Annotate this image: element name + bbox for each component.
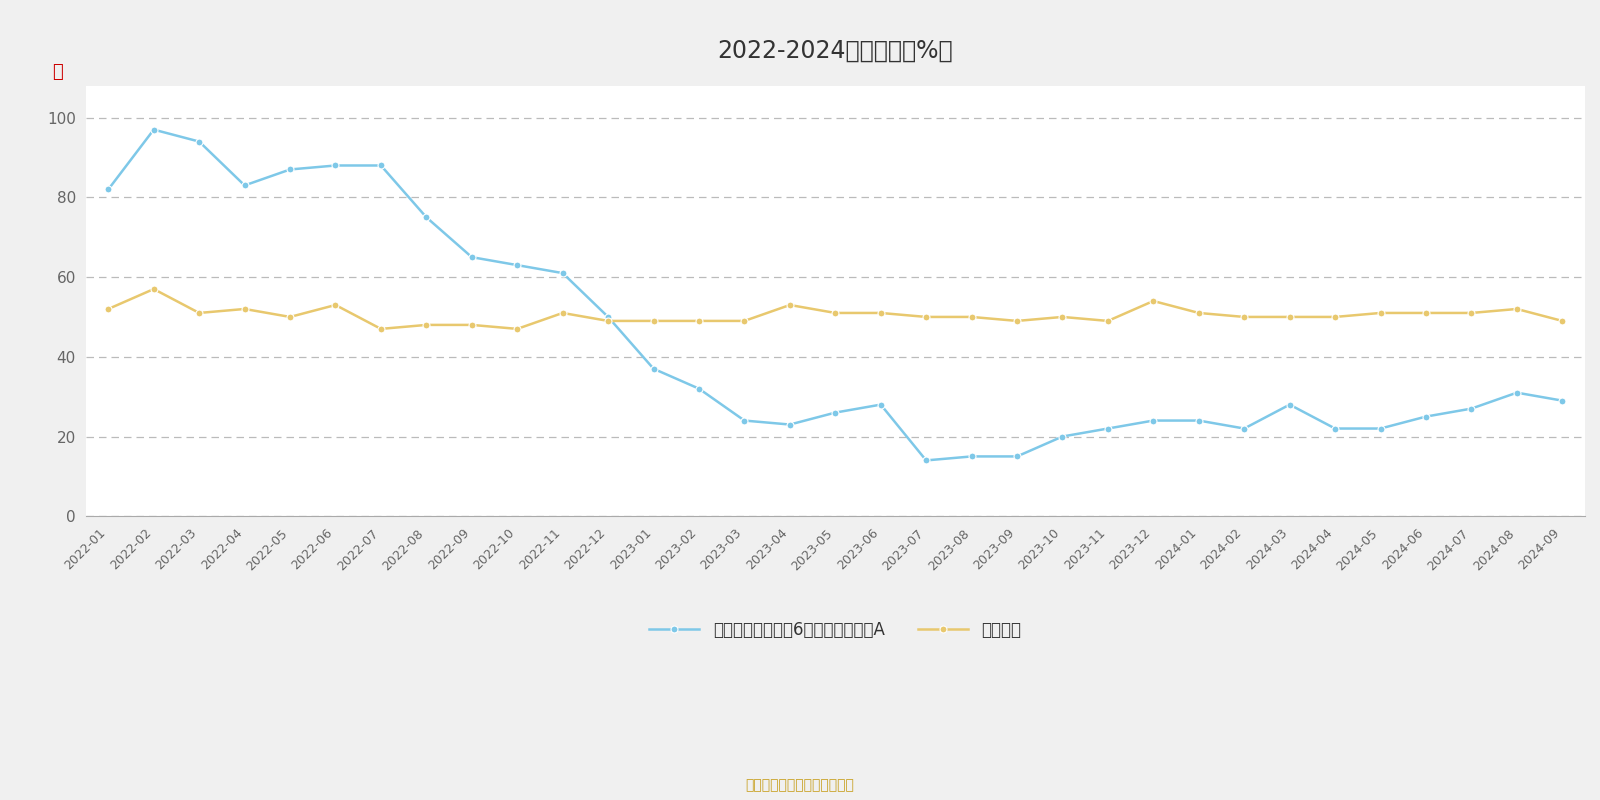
同类平均 [1144, 296, 1163, 306]
Line: 浦银安盛均衡优选6个月持有期混合A: 浦银安盛均衡优选6个月持有期混合A [106, 126, 1566, 464]
同类平均 [690, 316, 709, 326]
同类平均 [917, 312, 936, 322]
浦银安盛均衡优选6个月持有期混合A [781, 420, 800, 430]
同类平均 [1189, 308, 1208, 318]
浦银安盛均衡优选6个月持有期混合A [1144, 416, 1163, 426]
同类平均 [507, 324, 526, 334]
同类平均 [1507, 304, 1526, 314]
浦银安盛均衡优选6个月持有期混合A [371, 161, 390, 170]
Text: ％: ％ [53, 63, 64, 82]
同类平均 [1008, 316, 1027, 326]
Text: 制图数据来自恒生聚源数据库: 制图数据来自恒生聚源数据库 [746, 778, 854, 792]
浦银安盛均衡优选6个月持有期混合A [1098, 424, 1117, 434]
浦银安盛均衡优选6个月持有期混合A [462, 252, 482, 262]
浦银安盛均衡优选6个月持有期混合A [280, 165, 299, 174]
浦银安盛均衡优选6个月持有期混合A [1416, 412, 1435, 422]
同类平均 [189, 308, 208, 318]
浦银安盛均衡优选6个月持有期混合A [99, 185, 118, 194]
同类平均 [371, 324, 390, 334]
浦银安盛均衡优选6个月持有期混合A [1189, 416, 1208, 426]
浦银安盛均衡优选6个月持有期混合A [1325, 424, 1344, 434]
同类平均 [326, 300, 346, 310]
同类平均 [1552, 316, 1571, 326]
浦银安盛均衡优选6个月持有期混合A [1053, 432, 1072, 442]
同类平均 [781, 300, 800, 310]
浦银安盛均衡优选6个月持有期混合A [917, 456, 936, 466]
浦银安盛均衡优选6个月持有期混合A [1507, 388, 1526, 398]
浦银安盛均衡优选6个月持有期混合A [1371, 424, 1390, 434]
同类平均 [235, 304, 254, 314]
同类平均 [1416, 308, 1435, 318]
同类平均 [1371, 308, 1390, 318]
同类平均 [462, 320, 482, 330]
同类平均 [1462, 308, 1482, 318]
同类平均 [870, 308, 890, 318]
浦银安盛均衡优选6个月持有期混合A [1462, 404, 1482, 414]
浦银安盛均衡优选6个月持有期混合A [235, 181, 254, 190]
浦银安盛均衡优选6个月持有期混合A [1235, 424, 1254, 434]
浦银安盛均衡优选6个月持有期混合A [416, 213, 435, 222]
浦银安盛均衡优选6个月持有期混合A [643, 364, 662, 374]
浦银安盛均衡优选6个月持有期混合A [1280, 400, 1299, 410]
同类平均 [1098, 316, 1117, 326]
同类平均 [962, 312, 981, 322]
同类平均 [554, 308, 573, 318]
同类平均 [1235, 312, 1254, 322]
Title: 2022-2024年分位图（%）: 2022-2024年分位图（%） [717, 39, 954, 63]
浦银安盛均衡优选6个月持有期混合A [826, 408, 845, 418]
同类平均 [598, 316, 618, 326]
同类平均 [99, 304, 118, 314]
同类平均 [643, 316, 662, 326]
浦银安盛均衡优选6个月持有期混合A [144, 125, 163, 134]
浦银安盛均衡优选6个月持有期混合A [1552, 396, 1571, 406]
同类平均 [1053, 312, 1072, 322]
同类平均 [1325, 312, 1344, 322]
同类平均 [1280, 312, 1299, 322]
浦银安盛均衡优选6个月持有期混合A [690, 384, 709, 394]
同类平均 [280, 312, 299, 322]
浦银安盛均衡优选6个月持有期混合A [554, 268, 573, 278]
浦银安盛均衡优选6个月持有期混合A [598, 312, 618, 322]
同类平均 [416, 320, 435, 330]
浦银安盛均衡优选6个月持有期混合A [189, 137, 208, 146]
浦银安盛均衡优选6个月持有期混合A [507, 260, 526, 270]
同类平均 [734, 316, 754, 326]
浦银安盛均衡优选6个月持有期混合A [734, 416, 754, 426]
同类平均 [144, 284, 163, 294]
Legend: 浦银安盛均衡优选6个月持有期混合A, 同类平均: 浦银安盛均衡优选6个月持有期混合A, 同类平均 [643, 614, 1027, 646]
浦银安盛均衡优选6个月持有期混合A [326, 161, 346, 170]
Line: 同类平均: 同类平均 [106, 286, 1566, 332]
浦银安盛均衡优选6个月持有期混合A [1008, 452, 1027, 462]
同类平均 [826, 308, 845, 318]
浦银安盛均衡优选6个月持有期混合A [870, 400, 890, 410]
浦银安盛均衡优选6个月持有期混合A [962, 452, 981, 462]
